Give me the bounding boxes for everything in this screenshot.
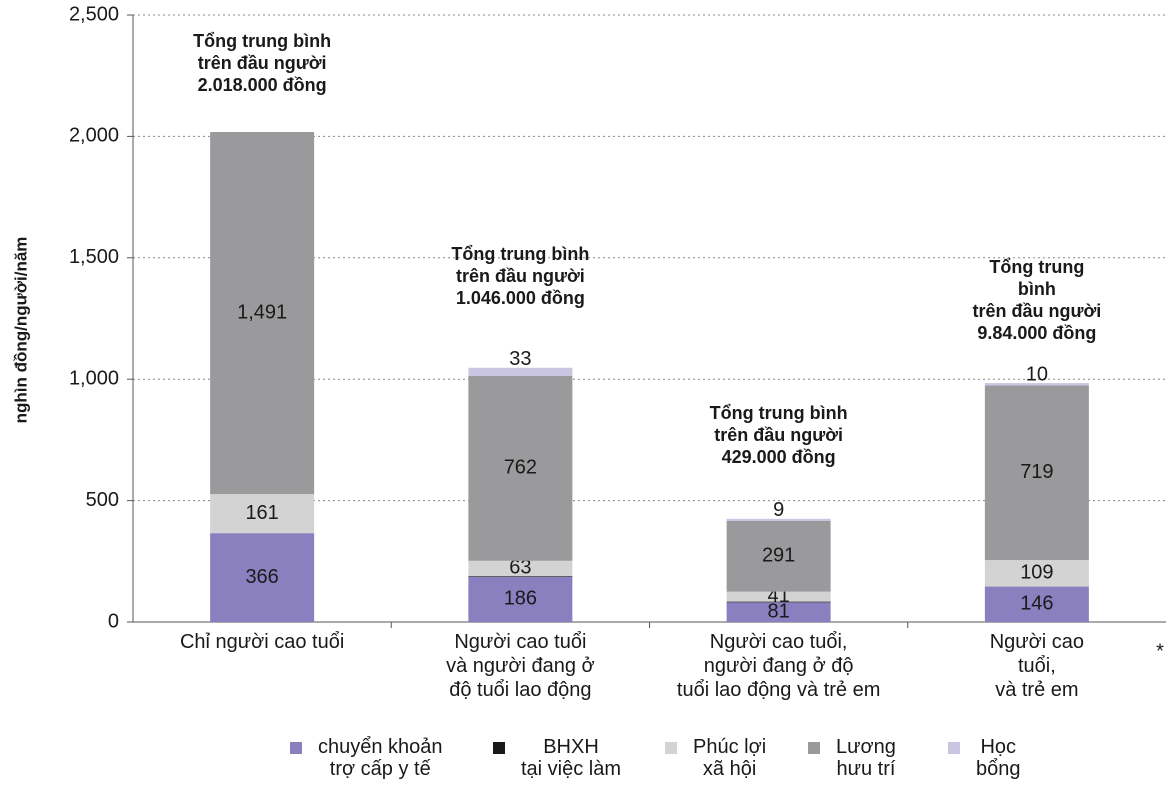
value-label: 186	[504, 588, 537, 610]
bar-segment	[984, 560, 1089, 587]
note: *	[1156, 640, 1164, 662]
bar-segment	[210, 494, 315, 534]
bar-segment	[210, 132, 315, 495]
annotation: Tổng trung bình trên đầu người 2.018.000…	[193, 31, 332, 95]
value-label: 81	[768, 600, 790, 622]
legend-label: chuyển khoản trợ cấp y tế	[318, 736, 443, 780]
legend-label: Lương hưu trí	[836, 736, 896, 780]
legend-item: chuyển khoản trợ cấp y tế	[290, 736, 443, 780]
value-label: 161	[245, 502, 278, 524]
legend-swatch	[948, 742, 960, 754]
value-label: 10	[1026, 363, 1048, 385]
bar-segment	[726, 518, 831, 521]
y-tick-label: 0	[108, 610, 119, 632]
value-label: 146	[1020, 593, 1053, 615]
bar-segment	[726, 591, 831, 602]
legend-item: Lương hưu trí	[808, 736, 896, 780]
value-label: 719	[1020, 461, 1053, 483]
annotation: Tổng trung bình trên đầu người 1.046.000…	[451, 244, 590, 308]
legend-label: BHXH tại việc làm	[521, 736, 622, 780]
legend-swatch	[290, 742, 302, 754]
value-label: 9	[773, 499, 784, 521]
bar-segment	[468, 560, 573, 577]
bar-segment	[726, 520, 831, 592]
bar-segment	[210, 533, 315, 622]
y-tick-label: 500	[86, 489, 119, 511]
bar-segment	[984, 383, 1089, 386]
x-tick-label: Người cao tuổi và người đang ở độ tuổi l…	[446, 631, 595, 701]
bar-segment	[984, 385, 1089, 561]
legend-item: Học bổng	[948, 736, 1021, 780]
value-label: 1,491	[237, 301, 287, 323]
value-label: 109	[1020, 562, 1053, 584]
value-label: 291	[762, 545, 795, 567]
legend-item: BHXH tại việc làm	[493, 736, 621, 780]
bar-segment	[468, 576, 573, 622]
value-label: 366	[245, 566, 278, 588]
bar-segment	[726, 601, 831, 603]
bar-segment	[726, 602, 831, 622]
legend-label: Học bổng	[976, 736, 1021, 780]
value-label: 33	[509, 348, 531, 370]
legend-item: Phúc lợi xã hội	[665, 736, 766, 780]
legend-swatch	[808, 742, 820, 754]
y-tick-label: 2,500	[69, 3, 119, 25]
legend-swatch	[493, 742, 505, 754]
legend-label: Phúc lợi xã hội	[693, 736, 767, 780]
x-tick-label: Người cao tuổi, và trẻ em	[989, 631, 1085, 701]
y-tick-label: 1,000	[69, 367, 119, 389]
bar-segment	[468, 576, 573, 577]
legend-swatch	[665, 742, 677, 754]
y-tick-label: 1,500	[69, 246, 119, 268]
value-label: 63	[509, 557, 531, 579]
y-axis-title: nghìn đồng/người/năm	[11, 237, 30, 424]
x-tick-label: Chỉ người cao tuổi	[179, 631, 345, 653]
value-label: 762	[504, 457, 537, 479]
annotation: Tổng trung bình trên đầu người 9.84.000 …	[972, 257, 1102, 343]
bar-segment	[984, 586, 1089, 622]
x-tick-label: Người cao tuổi, người đang ở độ tuổi lao…	[676, 631, 881, 701]
annotation: Tổng trung bình trên đầu người 429.000 đ…	[709, 403, 848, 467]
y-tick-label: 2,000	[69, 125, 119, 147]
bar-segment	[468, 367, 573, 376]
bar-segment	[468, 375, 573, 561]
